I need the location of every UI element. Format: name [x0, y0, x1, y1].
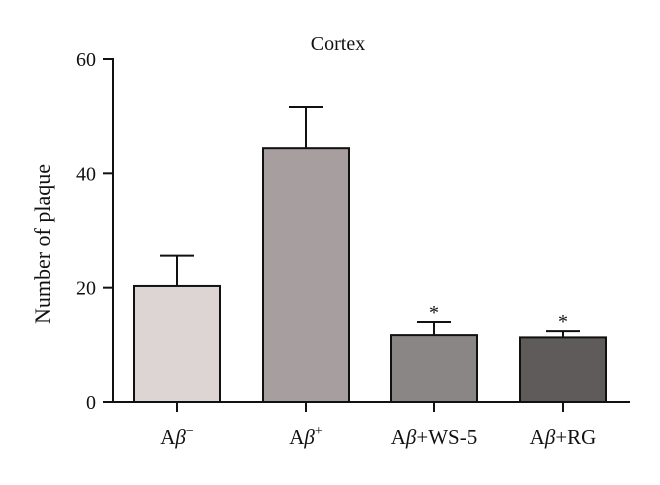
bar [133, 284, 221, 403]
y-ticks: 0 20 40 60 [76, 49, 113, 414]
x-tick-label: Aβ+WS-5 [391, 425, 477, 449]
x-tick-label: Aβ+ [289, 424, 323, 449]
y-tick-label: 20 [76, 278, 96, 300]
bar [519, 336, 607, 404]
bar [390, 334, 478, 403]
x-tick-label: Aβ− [160, 424, 194, 449]
x-tick-labels: Aβ− Aβ+ Aβ+WS-5 Aβ+RG [160, 402, 596, 449]
chart-title: Cortex [311, 33, 365, 55]
y-axis-label: Number of plaque [30, 164, 55, 324]
y-tick-label: 0 [86, 392, 96, 414]
y-tick-label: 40 [76, 163, 96, 185]
significance-marker: * [558, 311, 568, 333]
bars: * * [133, 106, 607, 404]
y-tick-label: 60 [76, 49, 96, 71]
bar [262, 147, 350, 403]
significance-marker: * [429, 302, 439, 324]
x-tick-label: Aβ+RG [530, 425, 597, 449]
